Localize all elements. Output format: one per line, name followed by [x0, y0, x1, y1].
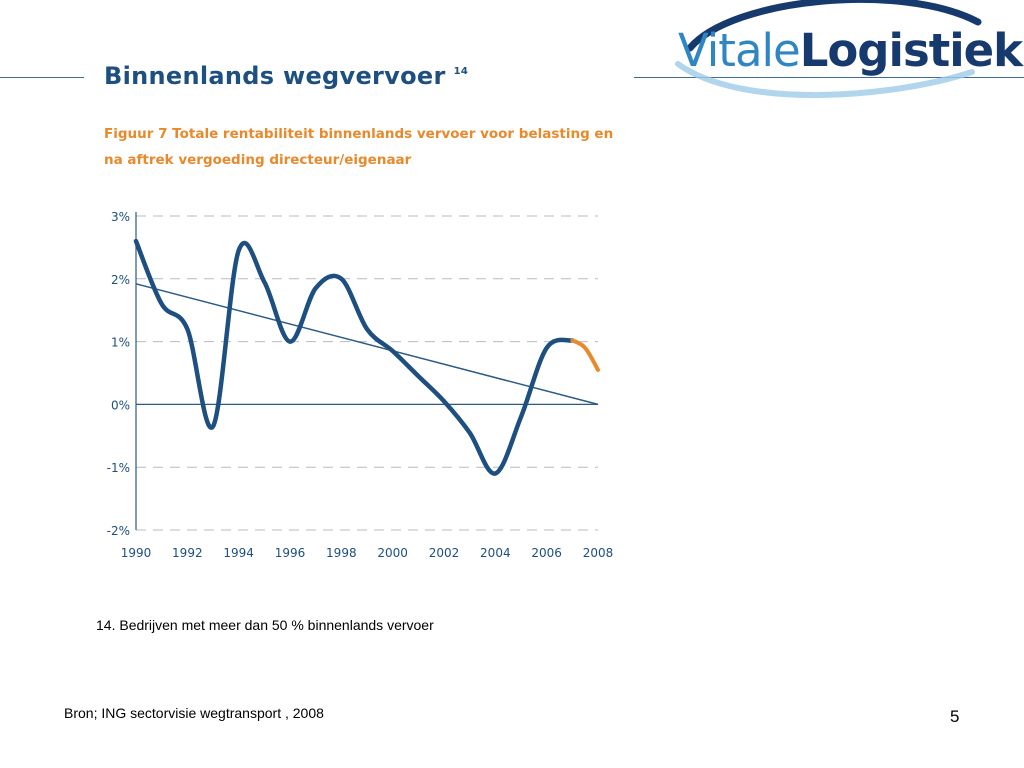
header-rule-right	[634, 77, 1024, 78]
logo-swoosh	[675, 0, 982, 98]
logo: VitaleLogistiek	[672, 0, 1023, 100]
x-tick-label: 1992	[172, 546, 203, 560]
x-tick-label: 1998	[326, 546, 357, 560]
footnote-ref: 14	[453, 66, 469, 77]
page-number: 5	[950, 707, 960, 726]
page-title-text: Binnenlands wegvervoer	[104, 62, 446, 90]
y-tick-label: 1%	[111, 336, 130, 350]
source-note: Bron; ING sectorvisie wegtransport , 200…	[64, 705, 324, 721]
y-tick-label: 3%	[111, 210, 130, 224]
profitability-line	[133, 238, 575, 476]
x-tick-label: 2006	[531, 546, 562, 560]
x-tick-label: 1990	[121, 546, 152, 560]
x-tick-label: 2000	[377, 546, 408, 560]
profitability-chart: 3% 2% 1% 0% -1% -2% 1990 1992 1994 1996 1998 2000 20…	[107, 210, 614, 560]
logo-text: VitaleLogistiek	[678, 24, 1023, 77]
trend-line	[135, 283, 599, 406]
footnote: 14. Bedrijven met meer dan 50 % binnenla…	[96, 617, 434, 633]
y-tick-label: 2%	[111, 273, 130, 287]
y-tick-label: -1%	[107, 461, 130, 475]
x-tick-label: 1996	[275, 546, 306, 560]
x-tick-label: 1994	[223, 546, 254, 560]
forecast-line	[570, 338, 600, 372]
header-rule-left	[0, 77, 84, 78]
logo-text-logistiek: Logistiek	[799, 24, 1023, 77]
x-tick-label: 2004	[480, 546, 511, 560]
x-tick-label: 2002	[429, 546, 460, 560]
figure-caption: Figuur 7 Totale rentabiliteit binnenland…	[104, 126, 614, 168]
x-tick-label: 2008	[583, 546, 614, 560]
y-tick-label: 0%	[111, 398, 130, 412]
page-title: Binnenlands wegvervoer 14	[104, 62, 468, 90]
y-tick-label: -2%	[107, 524, 130, 538]
logo-text-vitale: Vitale	[678, 24, 801, 77]
